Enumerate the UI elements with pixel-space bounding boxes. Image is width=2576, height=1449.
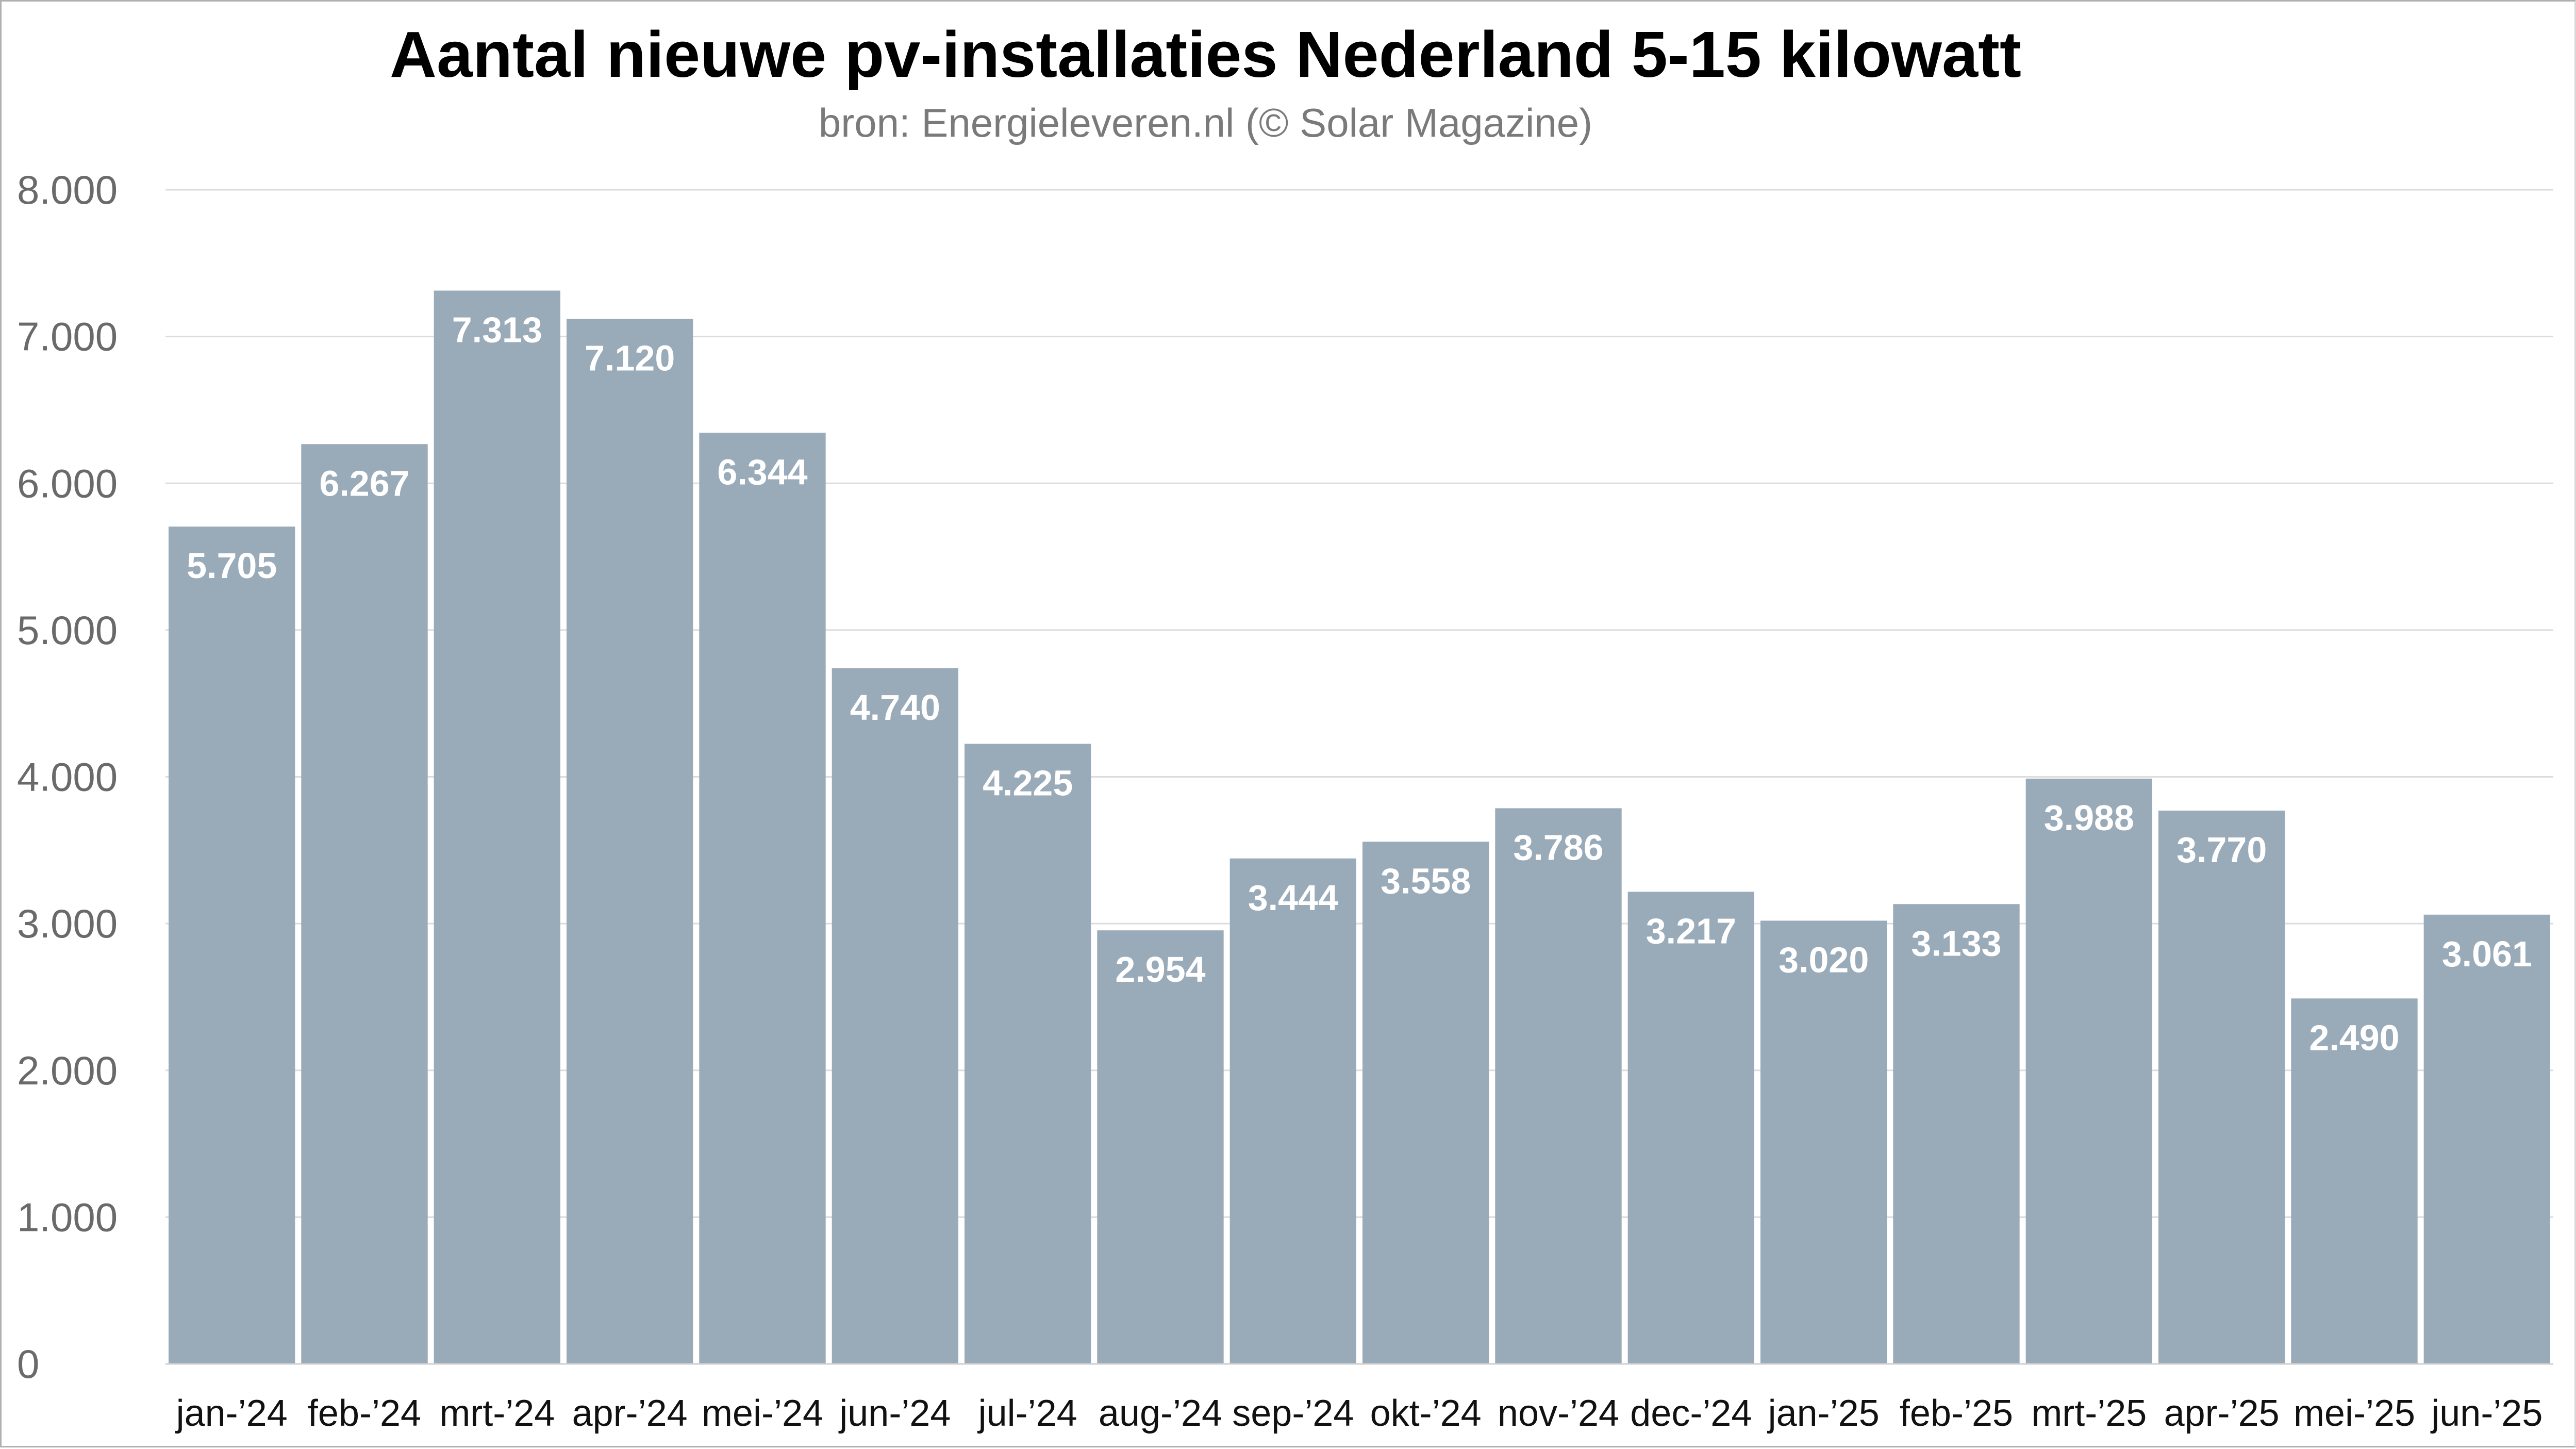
chart-title: Aantal nieuwe pv-installaties Nederland …: [390, 18, 2021, 91]
chart-subtitle: bron: Energieleveren.nl (© Solar Magazin…: [818, 100, 1593, 145]
data-label: 7.313: [452, 310, 542, 350]
y-tick-label: 4.000: [17, 754, 118, 800]
y-tick-label: 7.000: [17, 314, 118, 359]
bar: [2423, 914, 2550, 1364]
bar: [1627, 892, 1754, 1364]
data-label: 3.988: [2044, 798, 2134, 838]
bar: [1893, 904, 2020, 1364]
data-label: 4.225: [983, 763, 1073, 803]
bar: [699, 433, 826, 1364]
data-label: 3.444: [1248, 878, 1338, 918]
x-tick-label: apr-’25: [2164, 1393, 2280, 1434]
bar: [567, 319, 693, 1364]
data-label: 6.344: [717, 452, 807, 492]
data-label: 7.120: [585, 338, 675, 378]
bar: [1495, 808, 1622, 1364]
bar: [2158, 810, 2285, 1364]
y-tick-label: 6.000: [17, 460, 118, 506]
x-tick-label: mrt-’24: [439, 1393, 555, 1434]
bar: [965, 744, 1091, 1364]
y-tick-label: 5.000: [17, 607, 118, 653]
y-tick-label: 3.000: [17, 901, 118, 946]
bar: [1362, 842, 1489, 1364]
x-tick-label: okt-’24: [1370, 1393, 1482, 1434]
y-tick-label: 0: [17, 1341, 39, 1387]
bar: [832, 668, 958, 1364]
data-label: 3.558: [1381, 861, 1471, 901]
bar: [1229, 858, 1356, 1364]
data-label: 2.490: [2309, 1017, 2399, 1058]
x-tick-label: jan-’25: [1767, 1393, 1880, 1434]
data-label: 4.740: [850, 687, 940, 728]
x-tick-label: jun-’24: [838, 1393, 951, 1434]
y-tick-label: 1.000: [17, 1194, 118, 1240]
data-label: 3.770: [2176, 830, 2267, 870]
x-tick-label: dec-’24: [1630, 1393, 1752, 1434]
x-tick-label: jun-’25: [2430, 1393, 2542, 1434]
bar: [434, 290, 560, 1364]
data-label: 3.133: [1911, 923, 2001, 963]
bar: [2291, 998, 2418, 1364]
y-tick-label: 2.000: [17, 1048, 118, 1093]
x-tick-label: mei-’25: [2294, 1393, 2415, 1434]
bar: [169, 526, 295, 1364]
x-tick-label: apr-’24: [572, 1393, 688, 1434]
data-label: 5.705: [187, 546, 277, 586]
x-tick-label: jul-’24: [977, 1393, 1077, 1434]
x-tick-label: feb-’24: [308, 1393, 421, 1434]
data-label: 3.061: [2442, 934, 2532, 974]
bar: [301, 444, 428, 1364]
data-label: 3.786: [1513, 827, 1603, 867]
x-tick-label: feb-’25: [1900, 1393, 2013, 1434]
bar: [1760, 920, 1887, 1364]
x-tick-label: sep-’24: [1232, 1393, 1354, 1434]
y-tick-label: 8.000: [17, 167, 118, 212]
x-tick-label: mei-’24: [702, 1393, 823, 1434]
data-label: 3.020: [1779, 940, 1869, 980]
bar: [1097, 930, 1224, 1364]
data-label: 6.267: [319, 463, 409, 503]
data-label: 3.217: [1646, 911, 1736, 951]
data-label: 2.954: [1115, 949, 1205, 990]
bar: [2025, 778, 2152, 1364]
x-tick-label: mrt-’25: [2031, 1393, 2147, 1434]
x-tick-label: nov-’24: [1498, 1393, 1619, 1434]
x-tick-label: aug-’24: [1099, 1393, 1222, 1434]
x-tick-label: jan-’24: [175, 1393, 288, 1434]
